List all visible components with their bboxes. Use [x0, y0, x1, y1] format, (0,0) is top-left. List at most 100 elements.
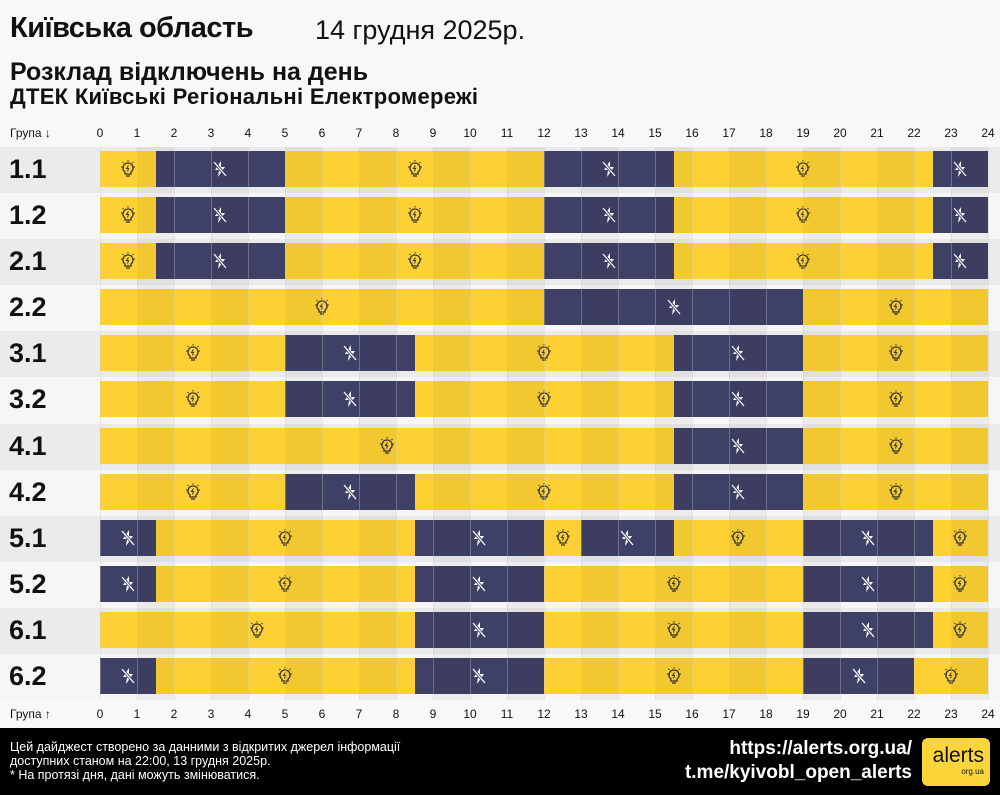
no-power-icon: [953, 161, 968, 177]
hour-gridline: [285, 147, 286, 700]
power-off-segment: [544, 243, 674, 280]
power-on-segment: [100, 243, 156, 280]
bulb-icon: [953, 574, 968, 592]
bulb-icon: [944, 666, 958, 684]
power-on-segment: [100, 611, 415, 648]
power-off-segment: [673, 381, 803, 418]
power-off-segment: [803, 565, 933, 602]
power-on-segment: [155, 519, 415, 556]
group-row: 3.1: [0, 331, 1000, 378]
power-off-segment: [285, 381, 415, 418]
hour-gridline: [877, 147, 878, 700]
website-link[interactable]: https://alerts.org.ua/: [729, 738, 912, 759]
hour-tick: 20: [833, 707, 847, 721]
group-name: 4.1: [9, 430, 47, 461]
no-power-icon: [666, 299, 681, 316]
hour-tick: 13: [574, 707, 588, 721]
power-off-segment: [414, 611, 544, 648]
power-off-segment: [285, 335, 415, 372]
schedule-date: 14 грудня 2025р.: [315, 15, 526, 45]
bulb-icon: [315, 298, 329, 315]
no-power-icon: [342, 391, 357, 408]
group-row: 5.2: [0, 561, 1000, 608]
group-row: 2.2: [0, 285, 1000, 332]
group-name: 6.1: [9, 614, 47, 645]
telegram-link[interactable]: t.me/kyivobl_open_alerts: [684, 762, 912, 783]
bulb-icon: [407, 206, 422, 223]
hour-tick: 18: [759, 126, 773, 140]
hour-tick: 20: [833, 126, 847, 140]
group-name: 1.2: [9, 200, 47, 231]
power-on-segment: [100, 381, 285, 418]
hour-gridline: [840, 147, 841, 700]
footer-note: * На протязі дня, дані можуть змінюватис…: [10, 768, 260, 782]
power-off-segment: [673, 335, 803, 372]
power-off-segment: [155, 151, 285, 187]
power-on-segment: [673, 243, 933, 280]
group-name: 2.2: [9, 292, 47, 323]
hour-shade: [729, 147, 766, 700]
group-row: 1.1: [0, 147, 1000, 193]
hour-gridline: [988, 147, 989, 700]
top-axis: Група ↓ 0 1 2 3 4 5 6 7 8 9 10 11 12 13 14 15 16 17 18 19 20…: [0, 122, 1000, 144]
power-off-segment: [100, 565, 156, 602]
power-on-segment: [673, 197, 933, 234]
hour-tick: 19: [796, 126, 810, 140]
hour-gridline: [507, 147, 508, 700]
hour-tick: 24: [981, 707, 995, 721]
bulb-icon: [796, 160, 810, 177]
hour-tick: 16: [685, 126, 699, 140]
power-on-segment: [803, 473, 988, 510]
bulb-icon: [250, 620, 265, 638]
no-power-icon: [472, 621, 487, 638]
bulb-icon: [185, 482, 200, 500]
hour-shade: [359, 147, 396, 700]
bulb-icon: [278, 666, 292, 684]
hour-tick: 23: [944, 126, 958, 140]
group-row: 4.1: [0, 423, 1000, 470]
power-on-segment: [544, 657, 803, 694]
power-on-segment: [914, 657, 988, 694]
no-power-icon: [860, 529, 875, 546]
no-power-icon: [601, 161, 616, 177]
bulb-icon: [120, 206, 135, 223]
no-power-icon: [851, 667, 866, 684]
power-off-segment: [414, 565, 544, 602]
hour-tick: 0: [96, 126, 104, 140]
bulb-icon: [120, 160, 135, 177]
hour-tick: 2: [170, 707, 178, 721]
no-power-icon: [342, 483, 357, 500]
group-name: 1.1: [9, 154, 47, 184]
power-off-segment: [803, 519, 933, 556]
bulb-icon: [379, 436, 394, 454]
bulb-icon: [796, 206, 810, 223]
group-row: 6.2: [0, 653, 1000, 700]
no-power-icon: [953, 207, 968, 224]
bulb-icon: [888, 436, 903, 454]
hour-tick: 4: [244, 126, 252, 140]
power-on-segment: [414, 473, 674, 510]
power-on-segment: [155, 657, 415, 694]
power-off-segment: [932, 197, 988, 234]
hour-gridline: [433, 147, 434, 700]
hour-gridline: [766, 147, 767, 700]
hour-tick: 18: [759, 707, 773, 721]
group-row: 2.1: [0, 239, 1000, 286]
hour-tick: 3: [207, 126, 215, 140]
hour-gridline: [137, 147, 138, 700]
subtitle: Розклад відключень на день: [10, 58, 369, 86]
hour-tick: 24: [981, 126, 995, 140]
hour-tick: 8: [392, 707, 400, 721]
bulb-icon: [120, 252, 135, 269]
power-on-segment: [100, 197, 156, 234]
hour-tick: 16: [685, 707, 699, 721]
hour-shade: [951, 147, 988, 700]
power-on-segment: [100, 473, 285, 510]
power-off-segment: [544, 151, 674, 187]
hour-shade: [433, 147, 470, 700]
bulb-icon: [731, 528, 746, 546]
group-name: 4.2: [9, 476, 47, 507]
schedule-grid: 1.1 1.2 2.1 2.2 3.1 3.2 4.1 4.2 5.1 5.2 6.1 6.2: [0, 147, 1000, 700]
bulb-icon: [888, 482, 903, 500]
hour-gridline: [914, 147, 915, 700]
